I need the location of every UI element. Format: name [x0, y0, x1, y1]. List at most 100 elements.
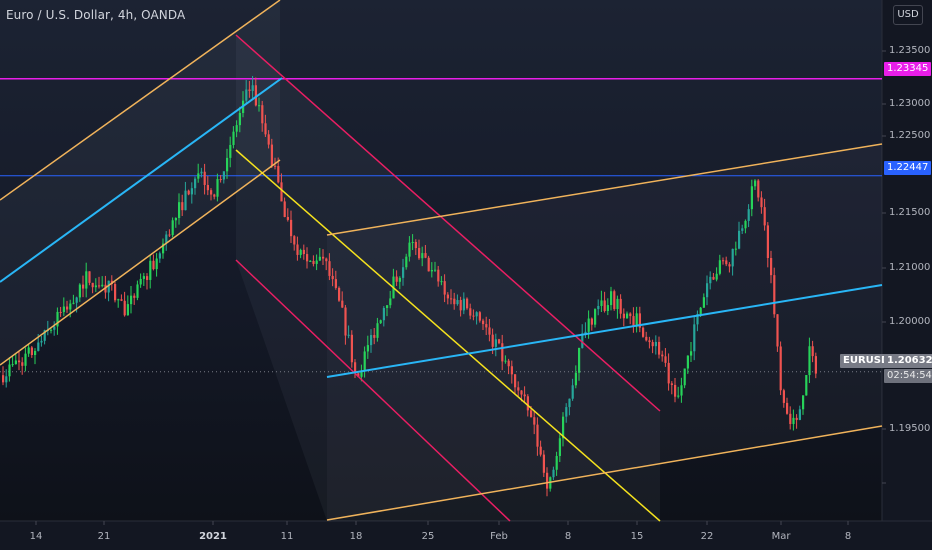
candle-body [565, 407, 568, 417]
candle-body [475, 312, 478, 317]
candle-body [203, 171, 206, 185]
candle-body [680, 385, 683, 396]
candle-body [107, 280, 110, 293]
x-tick: Mar [771, 531, 791, 542]
ascending-channel-midline [0, 77, 283, 283]
candle-body [181, 202, 184, 211]
candle-body [360, 370, 363, 377]
candle-body [440, 281, 443, 283]
candle-body [174, 217, 177, 221]
candle-body [798, 409, 801, 420]
candle-body [606, 305, 609, 312]
candle-body [645, 336, 648, 341]
candle-body [619, 298, 622, 314]
x-tick: 18 [349, 531, 363, 542]
candle-body [459, 300, 462, 311]
candle-body [686, 355, 689, 369]
candle-body [341, 300, 344, 308]
candle-body [171, 220, 174, 236]
candle-body [450, 298, 453, 300]
candle-body [642, 327, 645, 337]
resistance-price-tag: 1.23345 [884, 62, 932, 76]
candle-body [427, 257, 430, 272]
currency-button[interactable]: USD [893, 5, 923, 25]
candle-body [613, 291, 616, 310]
candle-body [731, 248, 734, 267]
candle-body [776, 314, 779, 347]
candle-body [354, 362, 357, 374]
candle-body [226, 157, 229, 172]
candle-body [194, 178, 197, 189]
candle-body [296, 244, 299, 255]
candle-body [270, 144, 273, 166]
candle-body [491, 334, 494, 347]
candle-body [389, 298, 392, 306]
candle-body [568, 398, 571, 408]
candle-body [315, 260, 318, 264]
candle-body [779, 346, 782, 391]
candle-body [382, 308, 385, 321]
candle-body [600, 300, 603, 306]
candle-body [302, 249, 305, 255]
candle-body [546, 472, 549, 489]
candle-body [146, 276, 149, 280]
candle-body [344, 307, 347, 336]
candle-body [78, 284, 81, 298]
candle-body [248, 89, 251, 91]
candle-body [744, 220, 747, 229]
candle-body [725, 260, 728, 265]
candle-body [277, 166, 280, 183]
rising-channel-midline [326, 284, 883, 378]
candle-body [693, 324, 696, 352]
candle-body [254, 85, 257, 106]
candle-body [290, 219, 293, 237]
candle-body [82, 284, 85, 289]
candle-body [222, 171, 225, 180]
y-tick: 1.21000 [889, 262, 931, 273]
candle-body [312, 260, 315, 264]
candle-body [510, 366, 513, 375]
candle-body [152, 260, 155, 270]
candle-body [706, 283, 709, 298]
candle-body [590, 318, 593, 325]
candle-body [770, 258, 773, 276]
candle-body [184, 190, 187, 211]
chart-title[interactable]: Euro / U.S. Dollar, 4h, OANDA [6, 8, 186, 22]
candle-body [187, 190, 190, 195]
x-tick: 8 [844, 531, 852, 542]
candle-body [126, 304, 129, 316]
candle-body [424, 253, 427, 258]
candle-body [350, 334, 353, 363]
candle-body [664, 356, 667, 363]
candle-body [722, 260, 725, 262]
candle-body [520, 390, 523, 395]
candle-body [539, 446, 542, 455]
candle-body [293, 236, 296, 245]
ascending-channel-fill [0, 0, 280, 365]
candle-body [808, 346, 811, 376]
y-tick: 1.20000 [889, 316, 931, 327]
candle-body [814, 356, 817, 374]
candle-body [536, 424, 539, 447]
candle-body [616, 298, 619, 310]
y-tick: 1.23000 [889, 98, 931, 109]
candle-body [11, 364, 14, 366]
candle-body [574, 372, 577, 386]
candle-body [338, 287, 341, 301]
y-tick: 1.21500 [889, 207, 931, 218]
candle-body [469, 308, 472, 316]
candle-body [408, 242, 411, 257]
candle-body [286, 217, 289, 220]
candle-body [328, 261, 331, 276]
candle-body [8, 364, 11, 377]
candle-body [331, 275, 334, 280]
candle-body [136, 284, 139, 298]
candle-body [200, 171, 203, 174]
candle-body [309, 260, 312, 262]
candle-body [741, 228, 744, 231]
candle-body [494, 339, 497, 347]
candle-body [366, 345, 369, 352]
candle-body [597, 305, 600, 310]
